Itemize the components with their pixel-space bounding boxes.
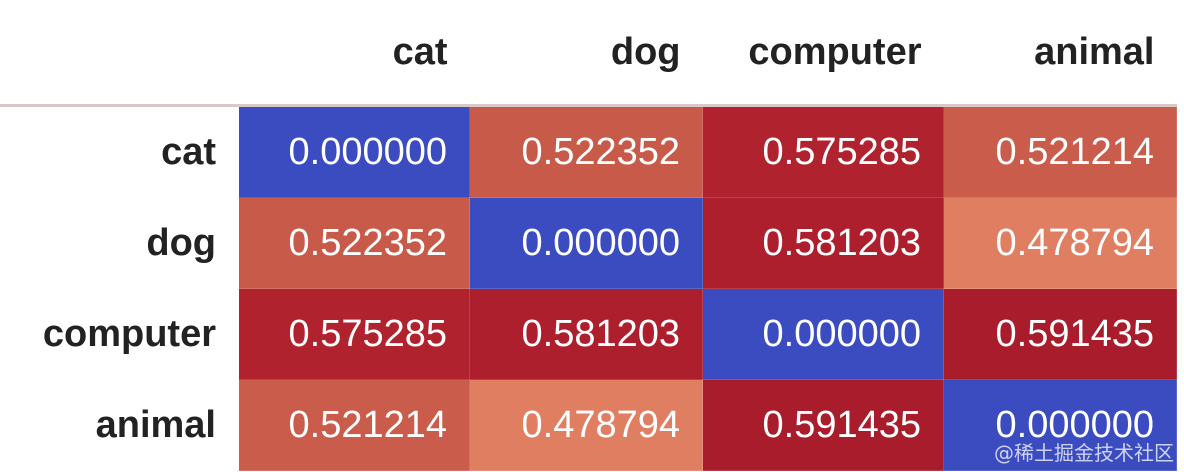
heatmap-cell: 0.478794 bbox=[943, 197, 1177, 289]
row-header: dog bbox=[146, 221, 216, 264]
heatmap-cell: 0.581203 bbox=[702, 197, 944, 289]
table-row: computer 0.575285 0.581203 0.000000 0.591435 bbox=[0, 288, 1177, 380]
heatmap-cell: 0.000000 bbox=[238, 105, 470, 198]
heatmap-cell: 0.000000 bbox=[943, 379, 1177, 471]
heatmap-cell: 0.575285 bbox=[238, 288, 470, 380]
column-header: computer bbox=[702, 0, 944, 107]
row-header: computer bbox=[42, 312, 216, 355]
heatmap-cell: 0.000000 bbox=[469, 197, 703, 289]
heatmap-cell: 0.521214 bbox=[943, 105, 1177, 198]
header-row: cat dog computer animal bbox=[0, 0, 1177, 107]
column-header: animal bbox=[943, 0, 1177, 107]
heatmap-cell: 0.522352 bbox=[238, 197, 470, 289]
column-header: dog bbox=[469, 0, 703, 107]
heatmap-cell: 0.581203 bbox=[469, 288, 703, 380]
watermark: @稀土掘金技术社区 bbox=[994, 441, 1174, 465]
heatmap-cell: 0.575285 bbox=[702, 105, 944, 198]
heatmap-cell: 0.522352 bbox=[469, 105, 703, 198]
table-row: cat 0.000000 0.522352 0.575285 0.521214 bbox=[0, 105, 1177, 198]
row-header: animal bbox=[95, 403, 216, 446]
heatmap-cell: 0.591435 bbox=[943, 288, 1177, 380]
table-row: animal 0.521214 0.478794 0.591435 0.000000 bbox=[0, 379, 1177, 471]
column-header: cat bbox=[238, 0, 470, 107]
row-header: cat bbox=[161, 130, 216, 173]
heatmap-cell: 0.000000 bbox=[702, 288, 944, 380]
heatmap-cell: 0.478794 bbox=[469, 379, 703, 471]
corner-cell bbox=[0, 0, 239, 107]
table-row: dog 0.522352 0.000000 0.581203 0.478794 bbox=[0, 197, 1177, 289]
heatmap-cell: 0.521214 bbox=[238, 379, 470, 471]
heatmap-cell: 0.591435 bbox=[702, 379, 944, 471]
